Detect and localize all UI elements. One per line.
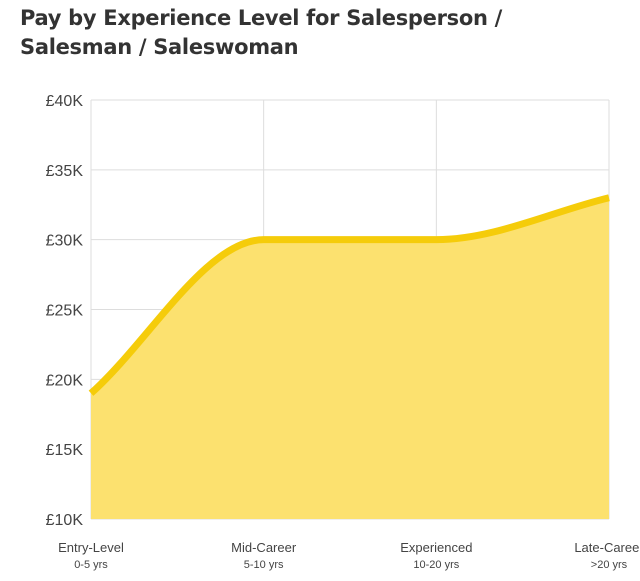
x-category-label: Late-Career: [574, 540, 640, 555]
y-tick-label: £35K: [46, 163, 84, 180]
x-category-label: Mid-Career: [231, 540, 297, 555]
area-fill: [91, 197, 609, 519]
series-line: [88, 194, 610, 396]
y-tick-label: £40K: [46, 93, 84, 110]
x-category-sublabel: 0-5 yrs: [74, 559, 108, 571]
x-category-sublabel: 10-20 yrs: [413, 559, 459, 571]
x-category-sublabel: 5-10 yrs: [244, 559, 284, 571]
x-category-sublabel: >20 yrs: [591, 559, 628, 571]
y-tick-label: £20K: [46, 372, 84, 389]
chart-title: Pay by Experience Level for Salesperson …: [20, 6, 503, 59]
y-tick-label: £30K: [46, 233, 84, 250]
y-tick-label: £15K: [46, 442, 84, 459]
y-tick-label: £10K: [46, 512, 84, 529]
y-tick-label: £25K: [46, 303, 84, 320]
x-category-label: Experienced: [400, 540, 472, 555]
x-category-label: Entry-Level: [58, 540, 124, 555]
